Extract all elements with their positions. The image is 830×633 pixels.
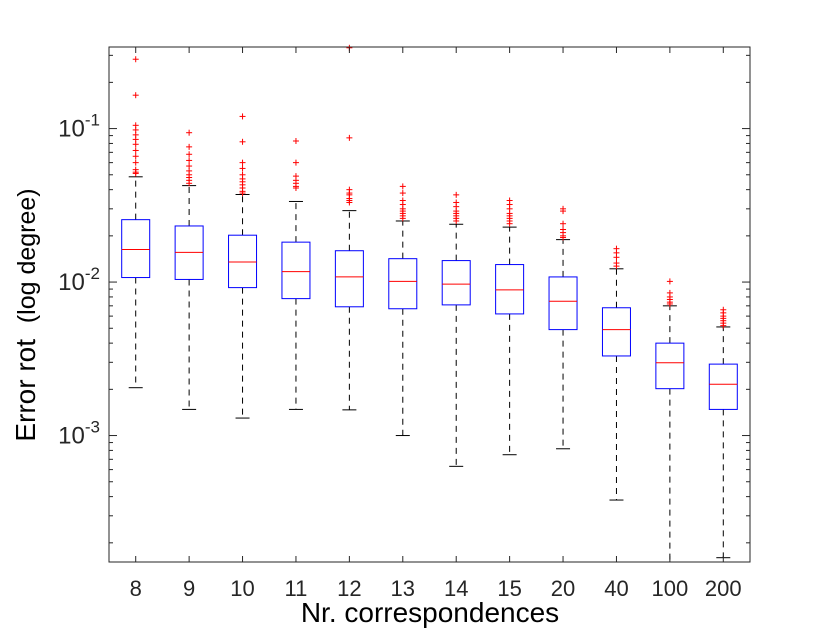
outlier-point [292, 137, 299, 144]
box-200 [708, 326, 738, 559]
outlier-point [506, 220, 513, 227]
x-tick-label: 8 [130, 576, 142, 601]
outlier-point [132, 141, 139, 148]
outlier-point [186, 180, 193, 187]
y-tick-base: 10 [58, 269, 85, 296]
y-tick-base: 10 [58, 423, 85, 450]
outlier-point [186, 151, 193, 158]
iqr-box [334, 250, 364, 308]
outlier-point [239, 113, 246, 120]
outlier-point [239, 190, 246, 197]
outlier-point [666, 300, 673, 307]
y-tick-labels: 10-110-210-3 [58, 111, 100, 450]
x-tick-label: 100 [652, 576, 689, 601]
outlier-point [560, 220, 567, 227]
x-tick-label: 15 [497, 576, 521, 601]
box-13 [388, 220, 418, 437]
outlier-point [239, 159, 246, 166]
outlier-point [346, 199, 353, 206]
outlier-point [453, 217, 460, 224]
x-tick-labels: 8 9 10 11 12 13 14 15 20 40 100 200 [130, 576, 742, 601]
outlier-point [239, 165, 246, 172]
x-tick-label: 9 [183, 576, 195, 601]
x-tick-label: 12 [337, 576, 361, 601]
outlier-point [132, 159, 139, 166]
outlier-point [186, 143, 193, 150]
x-tick-label: 11 [285, 576, 308, 601]
iqr-box [655, 342, 685, 390]
box-11 [281, 200, 311, 410]
outlier-point [292, 159, 299, 166]
y-axis-title: Error rot (log degree) [10, 188, 41, 441]
outlier-point [239, 138, 246, 145]
iqr-box [228, 234, 258, 289]
box-20 [548, 239, 578, 450]
outlier-point [132, 153, 139, 160]
iqr-box [495, 264, 525, 315]
outlier-point [399, 215, 406, 222]
box-10 [228, 193, 258, 419]
outlier-point [720, 322, 727, 329]
y-tick-exponent: -3 [85, 418, 100, 437]
iqr-box [121, 219, 151, 279]
box-8 [121, 176, 151, 389]
box-12 [334, 210, 364, 411]
x-tick-label: 10 [230, 576, 254, 601]
y-axis-title-main: Error rot [10, 339, 41, 442]
y-tick-label: 10-1 [58, 111, 100, 143]
axes-frame [108, 46, 751, 563]
y-tick-label: 10-2 [58, 264, 100, 296]
x-tick-label: 14 [444, 576, 468, 601]
outlier-point [560, 234, 567, 241]
x-tick-label: 40 [604, 576, 628, 601]
x-axis-title: Nr. correspondences [301, 597, 559, 628]
iqr-box [441, 260, 471, 306]
y-tick-label: 10-3 [58, 418, 100, 450]
outlier-point [666, 278, 673, 285]
boxes-layer [121, 176, 738, 563]
outliers-layer [132, 44, 727, 329]
outlier-point [560, 208, 567, 215]
y-tick-base: 10 [58, 116, 85, 143]
x-tick-label: 13 [391, 576, 415, 601]
outlier-point [132, 56, 139, 63]
outlier-point [453, 191, 460, 198]
outlier-point [186, 129, 193, 136]
y-tick-exponent: -2 [85, 264, 100, 283]
y-tick-exponent: -1 [85, 111, 100, 130]
plot-area [109, 47, 750, 562]
iqr-box [281, 241, 311, 300]
box-15 [495, 226, 525, 456]
iqr-box [708, 363, 738, 410]
y-axis-title-sub: (log degree) [13, 188, 41, 323]
outlier-point [613, 263, 620, 270]
outlier-point [132, 92, 139, 99]
x-tick-label: 20 [551, 576, 575, 601]
iqr-box [548, 276, 578, 331]
outlier-point [186, 157, 193, 164]
box-14 [441, 223, 471, 467]
outlier-point [292, 185, 299, 192]
outlier-point [346, 134, 353, 141]
outlier-point [399, 190, 406, 197]
iqr-box [388, 258, 418, 310]
outlier-point [132, 170, 139, 177]
iqr-box [601, 307, 631, 357]
outlier-point [399, 183, 406, 190]
x-tick-label: 200 [705, 576, 742, 601]
axes-layer [108, 46, 751, 563]
outlier-point [132, 147, 139, 154]
outlier-point [613, 254, 620, 261]
